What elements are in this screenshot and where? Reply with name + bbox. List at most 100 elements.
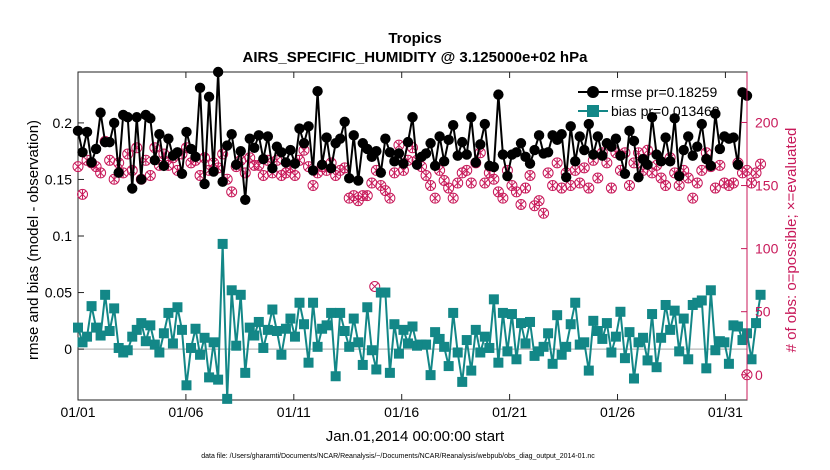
bias-point xyxy=(393,348,404,359)
bias-point xyxy=(249,330,260,341)
obs-evaluated-point xyxy=(593,173,602,183)
bias-point xyxy=(344,341,355,352)
obs-possible-point xyxy=(226,186,238,198)
obs-evaluated-point xyxy=(715,160,724,170)
obs-evaluated-point xyxy=(96,168,105,178)
obs-evaluated-point xyxy=(724,181,733,191)
rmse-point xyxy=(683,131,694,142)
bias-point xyxy=(543,328,554,339)
x-tick-label: 01/26 xyxy=(600,404,635,420)
rmse-point xyxy=(203,91,215,103)
bias-point xyxy=(104,326,115,337)
obs-possible-point xyxy=(429,192,441,204)
chart-title: Tropics xyxy=(388,30,441,47)
obs-evaluated-point xyxy=(557,183,566,193)
rmse-point xyxy=(307,165,319,176)
obs-evaluated-point xyxy=(277,170,286,180)
bias-point xyxy=(86,301,97,312)
bias-point xyxy=(95,330,106,341)
rmse-point xyxy=(158,160,170,172)
rmse-point xyxy=(628,135,640,147)
obs-possible-point xyxy=(691,177,703,189)
obs-possible-point xyxy=(755,158,767,170)
rmse-point xyxy=(673,170,685,182)
rmse-point xyxy=(181,126,192,138)
bias-point xyxy=(158,328,169,339)
obs-possible-point xyxy=(452,177,464,189)
obs-evaluated-point xyxy=(625,181,634,191)
rmse-point xyxy=(303,121,314,132)
rmse-point xyxy=(696,118,707,130)
obs-possible-point xyxy=(289,169,301,181)
y-right-tick-label: 200 xyxy=(755,114,779,130)
rmse-point xyxy=(145,113,156,124)
bias-point xyxy=(705,285,716,296)
rmse-point xyxy=(655,156,667,167)
rmse-point xyxy=(597,150,608,161)
rmse-point xyxy=(176,168,188,179)
rmse-point xyxy=(235,145,246,157)
bias-point xyxy=(606,347,617,358)
bias-point xyxy=(303,357,314,368)
obs-evaluated-point xyxy=(363,191,372,201)
bias-point xyxy=(109,303,120,314)
rmse-point xyxy=(298,138,310,149)
bias-point xyxy=(751,318,762,329)
bias-point xyxy=(642,355,653,366)
rmse-point xyxy=(154,129,165,140)
rmse-point xyxy=(348,130,359,141)
bias-point xyxy=(583,365,594,376)
bias-point xyxy=(452,347,463,358)
obs-evaluated-point xyxy=(521,183,530,193)
rmse-point xyxy=(389,156,400,167)
obs-evaluated-point xyxy=(309,181,318,191)
obs-possible-point xyxy=(551,157,563,169)
rmse-point xyxy=(692,141,703,152)
rmse-point xyxy=(371,145,382,157)
bias-point xyxy=(421,339,432,350)
x-tick-label: 01/21 xyxy=(492,404,527,420)
bias-point xyxy=(362,302,373,313)
rmse-point xyxy=(294,123,305,134)
rmse-point xyxy=(429,160,441,172)
legend-bias-marker xyxy=(587,105,599,117)
bias-point xyxy=(371,364,382,375)
rmse-point xyxy=(221,140,233,151)
rmse-point xyxy=(285,144,296,156)
bias-point xyxy=(443,361,454,372)
bias-point xyxy=(656,332,667,343)
obs-possible-point xyxy=(420,169,432,181)
bias-point xyxy=(140,336,151,347)
bias-point xyxy=(619,353,630,364)
chart-subtitle: AIRS_SPECIFIC_HUMIDITY @ 3.125000e+02 hP… xyxy=(243,49,589,66)
bias-point xyxy=(217,238,228,249)
bias-point xyxy=(299,319,310,330)
bias-point xyxy=(136,318,147,329)
bias-point xyxy=(547,358,558,369)
rmse-point xyxy=(212,66,224,78)
obs-outlier-point xyxy=(369,280,381,292)
obs-possible-point xyxy=(524,169,536,181)
bias-point xyxy=(348,313,359,324)
obs-evaluated-point xyxy=(675,181,684,191)
bias-point xyxy=(195,349,206,360)
obs-possible-point xyxy=(239,167,251,179)
rmse-point xyxy=(669,113,680,124)
bias-point xyxy=(339,326,350,337)
rmse-point xyxy=(321,132,332,143)
rmse-point xyxy=(452,150,463,161)
rmse-point xyxy=(732,159,744,170)
obs-possible-point xyxy=(709,182,721,194)
obs-evaluated-point xyxy=(394,140,403,150)
bias-point xyxy=(163,307,174,318)
bias-point xyxy=(579,337,590,348)
rmse-point xyxy=(606,141,617,152)
rmse-point xyxy=(131,112,142,123)
rmse-point xyxy=(556,129,567,140)
bias-point xyxy=(570,297,581,308)
rmse-point xyxy=(524,158,536,169)
obs-evaluated-point xyxy=(661,181,670,191)
bias-point xyxy=(588,315,599,326)
bias-point xyxy=(154,347,165,358)
rmse-point xyxy=(443,134,454,146)
